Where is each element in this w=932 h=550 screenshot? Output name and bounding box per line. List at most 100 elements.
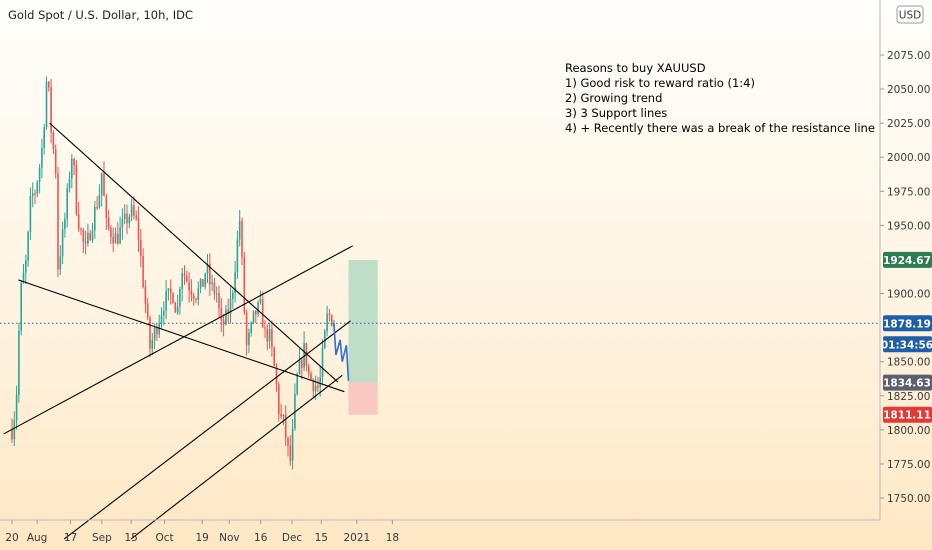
candle-4 <box>20 279 22 336</box>
x-tick-label: 16 <box>254 532 268 544</box>
candle-body <box>271 329 273 348</box>
candle-body <box>149 317 151 349</box>
y-tick-label: 2050.00 <box>887 84 930 96</box>
candle-31 <box>82 228 85 254</box>
candle-40 <box>103 161 105 197</box>
candle-body <box>68 178 71 189</box>
candle-body <box>165 291 167 311</box>
candle-90 <box>218 285 220 318</box>
x-tick-label: 20 <box>5 532 18 544</box>
candle-30 <box>80 227 82 236</box>
candle-98 <box>236 230 239 279</box>
candle-body <box>71 158 73 179</box>
candle-body <box>181 273 183 290</box>
candle-93 <box>225 304 227 326</box>
y-tick-label: 1750.00 <box>887 493 930 505</box>
candle-36 <box>94 201 96 239</box>
candle-body <box>243 256 246 313</box>
candle-69 <box>169 279 172 305</box>
candle-13 <box>41 138 43 179</box>
candle-83 <box>202 278 204 287</box>
candle-128 <box>305 342 308 372</box>
candle-body <box>236 239 239 273</box>
y-tick-label: 1975.00 <box>887 186 930 198</box>
candle-55 <box>137 206 140 252</box>
candle-101 <box>243 251 246 315</box>
candle-9 <box>31 182 34 208</box>
svg-text:01:34:56: 01:34:56 <box>881 339 932 351</box>
y-axis[interactable]: 1750.00 1775.00 1800.00 1825.00 1850.00 1900.… <box>880 50 930 505</box>
currency-button[interactable]: USD <box>896 5 924 24</box>
candle-body <box>259 298 262 303</box>
candle-body <box>91 230 94 241</box>
candle-body <box>252 310 255 323</box>
candle-35 <box>91 222 94 243</box>
candle-138 <box>328 308 331 322</box>
x-axis[interactable]: 20 Aug 17 Sep 15 Oct 19 Nov 16 Dec 15 2021 18 <box>5 520 399 544</box>
candle-body <box>317 385 319 388</box>
svg-text:1811.11: 1811.11 <box>883 410 931 422</box>
candle-body <box>144 286 147 304</box>
candle-body <box>45 81 48 128</box>
candle-body <box>280 413 282 417</box>
candle-body <box>248 332 250 345</box>
candle-130 <box>310 370 312 380</box>
candle-68 <box>167 288 170 301</box>
candle-body <box>287 437 289 446</box>
candle-46 <box>117 222 119 246</box>
candle-body <box>163 310 165 316</box>
x-tick-label: Oct <box>155 532 173 544</box>
trend-line-3 <box>63 320 351 540</box>
candle-137 <box>326 305 328 337</box>
candle-body <box>103 172 105 197</box>
candle-50 <box>126 204 128 235</box>
candle-body <box>199 279 202 289</box>
candle-body <box>298 360 301 375</box>
candle-body <box>176 306 179 313</box>
candle-body <box>328 313 331 316</box>
candle-3 <box>18 322 20 403</box>
candle-87 <box>211 274 213 292</box>
candle-118 <box>282 414 285 425</box>
candle-23 <box>64 212 66 238</box>
candle-body <box>289 445 292 461</box>
candle-body <box>75 165 78 215</box>
candle-body <box>266 328 269 342</box>
candle-22 <box>61 221 64 265</box>
annotation-note: Reasons to buy XAUUSD 1) Good risk to re… <box>565 61 875 135</box>
candle-134 <box>319 365 321 397</box>
candle-body <box>82 229 85 242</box>
candle-body <box>294 394 296 429</box>
candle-body <box>195 298 197 300</box>
candle-119 <box>284 405 287 446</box>
candle-16 <box>48 81 50 92</box>
candle-body <box>98 195 101 208</box>
candle-33 <box>87 223 89 247</box>
candle-body <box>96 207 98 209</box>
candle-body <box>121 218 124 228</box>
current-price-label: 1878.19 <box>883 315 932 332</box>
entry-price-label: 1834.63 <box>883 374 932 391</box>
candle-60 <box>149 315 151 358</box>
candle-body <box>64 218 66 230</box>
y-tick-label: 2025.00 <box>887 118 930 130</box>
candle-body <box>36 181 39 194</box>
candle-body <box>50 87 52 133</box>
candle-123 <box>294 383 296 431</box>
candle-body <box>273 347 275 367</box>
chart-title: Gold Spot / U.S. Dollar, 10h, IDC <box>8 8 193 22</box>
candle-body <box>84 241 87 244</box>
candle-body <box>18 330 20 395</box>
candle-86 <box>209 253 211 297</box>
trend-line-4 <box>130 374 343 540</box>
candle-body <box>218 293 220 309</box>
candle-116 <box>278 381 280 422</box>
candle-100 <box>241 217 243 266</box>
candle-15 <box>45 76 48 130</box>
candle-43 <box>110 224 112 244</box>
candle-body <box>330 315 333 326</box>
candle-body <box>107 218 110 228</box>
candle-112 <box>268 322 271 349</box>
candle-11 <box>36 180 39 198</box>
